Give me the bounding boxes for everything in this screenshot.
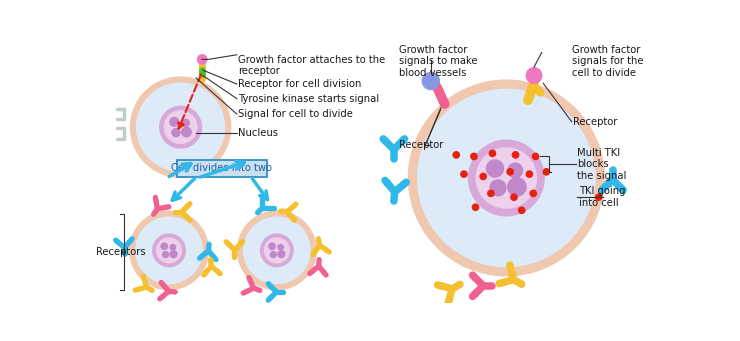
Circle shape	[169, 250, 178, 258]
Circle shape	[129, 210, 209, 291]
Circle shape	[507, 177, 527, 197]
Circle shape	[417, 89, 596, 267]
Text: Receptor: Receptor	[574, 117, 618, 127]
Circle shape	[487, 190, 495, 197]
Text: Signal for cell to divide: Signal for cell to divide	[238, 109, 353, 119]
Circle shape	[164, 110, 198, 144]
Text: Receptor: Receptor	[399, 140, 443, 150]
Circle shape	[529, 190, 537, 197]
Circle shape	[135, 217, 203, 284]
Circle shape	[268, 242, 276, 250]
Circle shape	[525, 67, 542, 84]
Circle shape	[169, 117, 179, 127]
FancyBboxPatch shape	[177, 160, 267, 177]
Circle shape	[452, 151, 460, 159]
Circle shape	[130, 76, 232, 178]
Circle shape	[161, 242, 168, 250]
Text: TKI going
into cell: TKI going into cell	[579, 187, 625, 208]
Text: Nucleus: Nucleus	[238, 128, 278, 138]
Circle shape	[278, 244, 284, 251]
Circle shape	[485, 159, 504, 178]
Circle shape	[278, 250, 286, 258]
Circle shape	[269, 251, 277, 258]
Circle shape	[507, 162, 523, 178]
Text: Receptors: Receptors	[96, 247, 146, 257]
Circle shape	[506, 168, 514, 176]
Circle shape	[468, 139, 545, 217]
Circle shape	[171, 128, 181, 137]
Circle shape	[263, 237, 290, 264]
Circle shape	[260, 234, 294, 267]
Circle shape	[169, 244, 176, 251]
Circle shape	[181, 119, 190, 128]
Circle shape	[152, 234, 186, 267]
Circle shape	[408, 79, 605, 277]
Circle shape	[159, 106, 202, 149]
Circle shape	[197, 54, 207, 65]
Circle shape	[518, 206, 525, 214]
Circle shape	[156, 237, 182, 264]
Circle shape	[525, 170, 534, 178]
Text: Multi TKI
blocks
the signal: Multi TKI blocks the signal	[577, 148, 627, 181]
Circle shape	[511, 151, 519, 159]
Circle shape	[595, 193, 602, 201]
Circle shape	[470, 152, 478, 160]
Circle shape	[488, 149, 497, 157]
Text: Growth factor
signals for the
cell to divide: Growth factor signals for the cell to di…	[572, 45, 643, 78]
Circle shape	[460, 170, 468, 178]
Circle shape	[532, 152, 539, 160]
Circle shape	[136, 83, 225, 172]
Text: Cell divides into two: Cell divides into two	[171, 163, 272, 173]
Text: Receptor for cell division: Receptor for cell division	[238, 79, 362, 89]
Circle shape	[162, 251, 169, 258]
Circle shape	[476, 147, 537, 209]
Circle shape	[422, 72, 440, 90]
Circle shape	[181, 127, 192, 137]
Text: Growth factor
signals to make
blood vessels: Growth factor signals to make blood vess…	[399, 45, 477, 78]
Circle shape	[237, 210, 317, 291]
Circle shape	[243, 217, 311, 284]
Circle shape	[471, 203, 480, 211]
Text: Tyrosine kinase starts signal: Tyrosine kinase starts signal	[238, 94, 380, 104]
Circle shape	[480, 173, 487, 180]
Circle shape	[489, 179, 507, 196]
Text: Growth factor attaches to the
receptor: Growth factor attaches to the receptor	[238, 55, 386, 76]
Circle shape	[510, 193, 518, 201]
Circle shape	[542, 168, 551, 176]
